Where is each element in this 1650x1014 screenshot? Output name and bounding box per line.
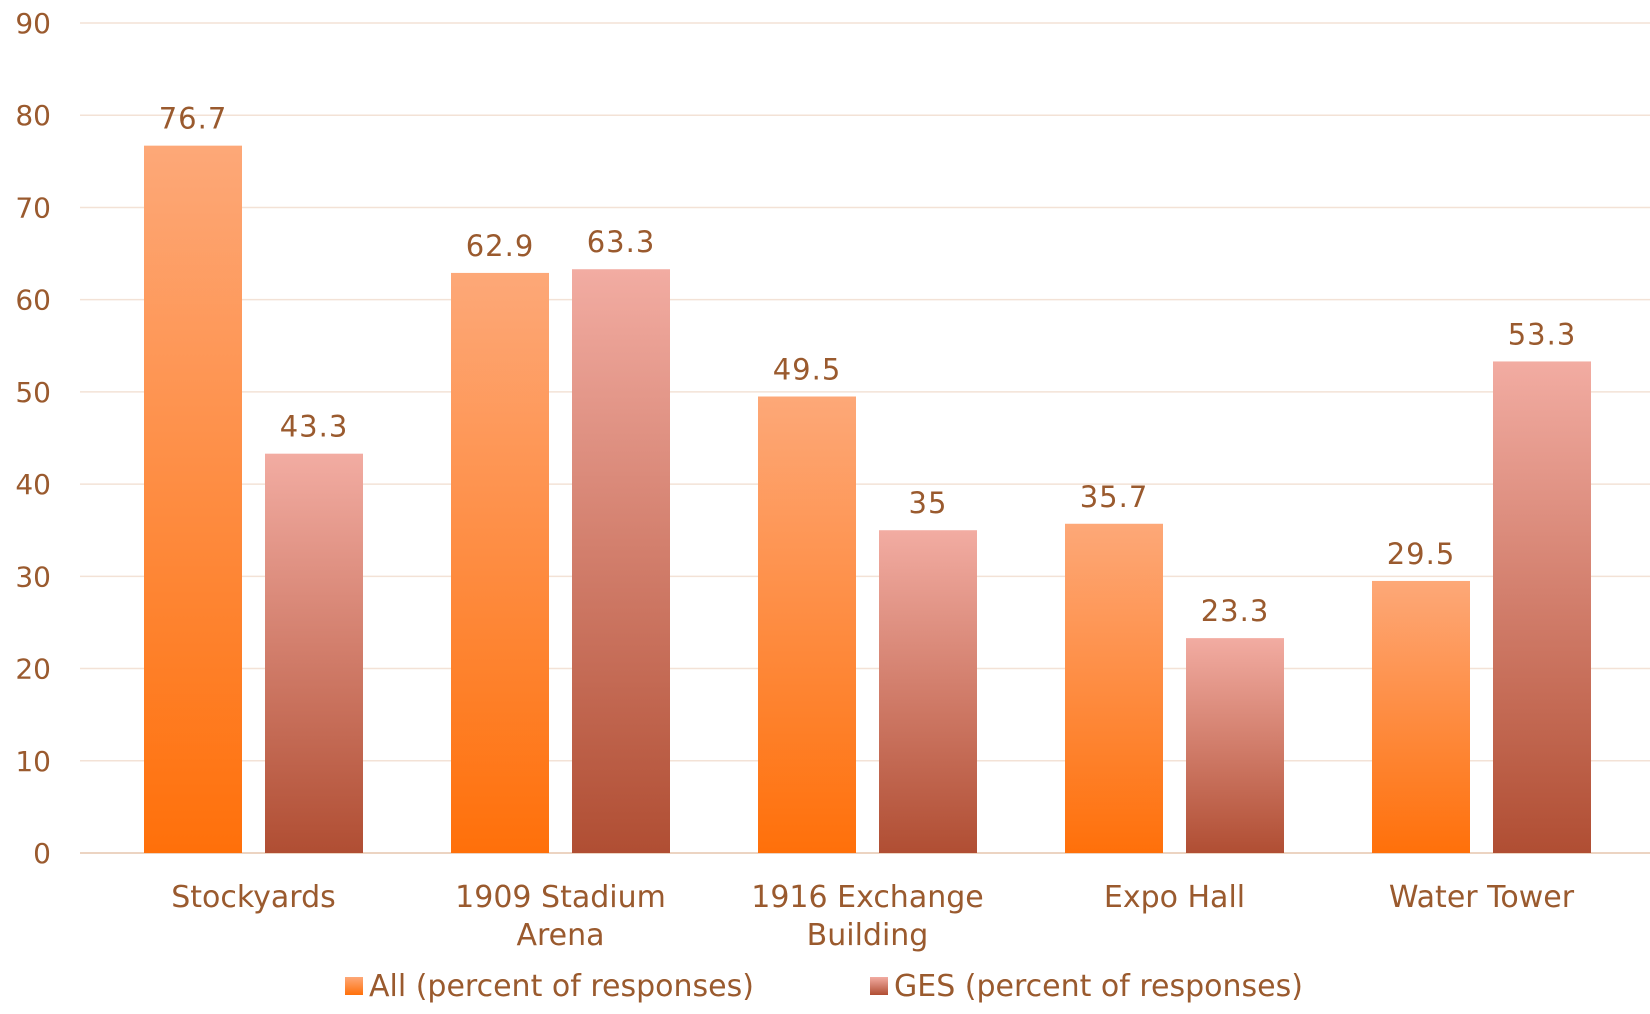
bar-series-2-2 bbox=[572, 269, 670, 853]
x-category-label: Water Tower bbox=[1389, 880, 1575, 915]
data-labels: 76.7 43.3 62.9 63.3 49.5 35 35.7 23.3 29.5 53.3 bbox=[159, 102, 1577, 628]
x-category-label: Building bbox=[807, 918, 929, 953]
data-label: 63.3 bbox=[587, 225, 656, 259]
bar-series-1-1 bbox=[144, 145, 242, 854]
x-category-label: Stockyards bbox=[171, 880, 336, 915]
bar-series-1-5 bbox=[1372, 580, 1470, 853]
legend-swatch bbox=[345, 977, 363, 995]
data-label: 49.5 bbox=[773, 353, 842, 387]
x-category-label: 1909 Stadium bbox=[455, 880, 666, 915]
y-tick-label: 40 bbox=[15, 468, 51, 501]
y-tick-label: 50 bbox=[15, 376, 51, 409]
y-tick-label: 80 bbox=[15, 99, 51, 132]
y-tick-label: 70 bbox=[15, 191, 51, 224]
bars bbox=[144, 145, 1591, 854]
y-tick-label: 60 bbox=[15, 284, 51, 317]
x-category-label: Expo Hall bbox=[1104, 880, 1245, 915]
data-label: 53.3 bbox=[1508, 317, 1577, 351]
legend-label: GES (percent of responses) bbox=[894, 969, 1303, 1004]
y-axis-ticks: 0 10 20 30 40 50 60 70 80 90 bbox=[15, 7, 51, 870]
data-label: 29.5 bbox=[1387, 537, 1456, 571]
x-category-label: 1916 Exchange bbox=[751, 880, 983, 915]
bar-series-2-5 bbox=[1493, 361, 1591, 853]
data-label: 23.3 bbox=[1201, 594, 1270, 628]
bar-series-2-1 bbox=[265, 453, 363, 853]
data-label: 62.9 bbox=[466, 229, 535, 263]
data-label: 35 bbox=[909, 486, 948, 520]
bar-series-1-4 bbox=[1065, 523, 1163, 853]
legend-swatch bbox=[870, 977, 888, 995]
bar-series-2-3 bbox=[879, 530, 977, 853]
bar-series-2-4 bbox=[1186, 638, 1284, 853]
data-label: 76.7 bbox=[159, 102, 228, 136]
legend-label: All (percent of responses) bbox=[369, 969, 754, 1004]
y-tick-label: 90 bbox=[15, 7, 51, 40]
bar-series-1-2 bbox=[451, 272, 549, 853]
y-tick-label: 10 bbox=[15, 745, 51, 778]
x-category-label: Arena bbox=[516, 918, 604, 953]
data-label: 43.3 bbox=[280, 410, 349, 444]
data-label: 35.7 bbox=[1080, 480, 1149, 514]
y-tick-label: 20 bbox=[15, 653, 51, 686]
y-tick-label: 30 bbox=[15, 560, 51, 593]
y-tick-label: 0 bbox=[33, 837, 51, 870]
bar-series-1-3 bbox=[758, 396, 856, 853]
legend: All (percent of responses) GES (percent o… bbox=[345, 969, 1303, 1004]
